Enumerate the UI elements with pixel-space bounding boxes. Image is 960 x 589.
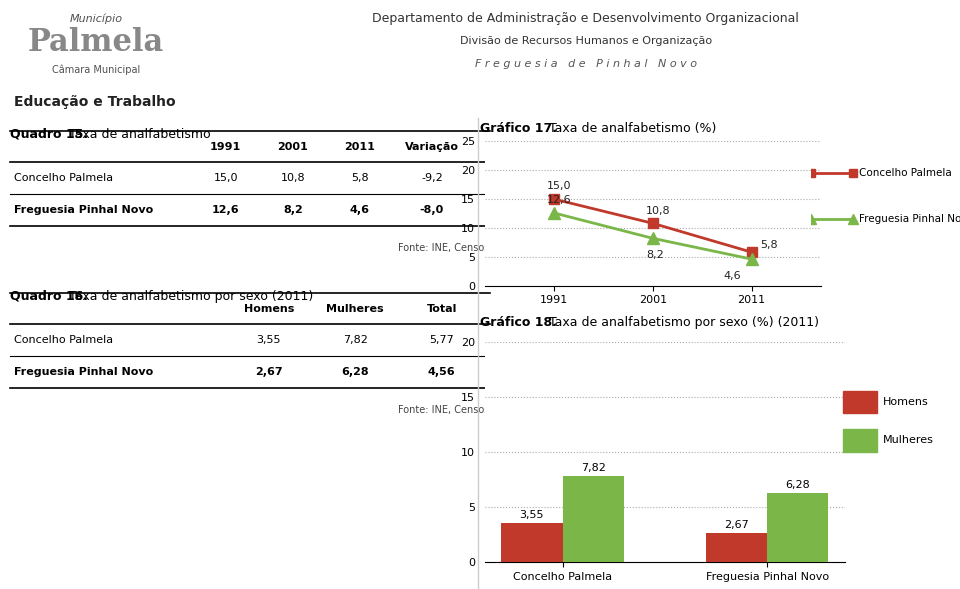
Text: Mulheres: Mulheres bbox=[326, 303, 384, 313]
Text: Freguesia Pinhal Novo: Freguesia Pinhal Novo bbox=[859, 214, 960, 224]
Text: Concelho Palmela: Concelho Palmela bbox=[14, 173, 113, 183]
Text: 7,82: 7,82 bbox=[581, 463, 606, 473]
Text: Câmara Municipal: Câmara Municipal bbox=[52, 65, 140, 75]
Text: Freguesia Pinhal Novo: Freguesia Pinhal Novo bbox=[14, 367, 154, 377]
Text: 12,6: 12,6 bbox=[547, 195, 571, 205]
Text: 15,0: 15,0 bbox=[547, 181, 571, 191]
Text: 3,55: 3,55 bbox=[519, 510, 544, 520]
Text: 7,82: 7,82 bbox=[343, 335, 368, 345]
Text: 8,2: 8,2 bbox=[283, 205, 302, 215]
Text: Freguesia Pinhal Novo: Freguesia Pinhal Novo bbox=[14, 205, 154, 215]
Text: Mulheres: Mulheres bbox=[883, 435, 934, 445]
Text: Variação: Variação bbox=[405, 141, 459, 151]
Text: Gráfico 18.: Gráfico 18. bbox=[480, 316, 557, 329]
Text: Palmela: Palmela bbox=[28, 27, 164, 58]
Text: -8,0: -8,0 bbox=[420, 205, 444, 215]
Text: 5,77: 5,77 bbox=[429, 335, 454, 345]
Text: 5,8: 5,8 bbox=[760, 240, 778, 250]
Bar bbox=[501, 523, 563, 562]
Text: Concelho Palmela: Concelho Palmela bbox=[14, 335, 113, 345]
Text: 4,6: 4,6 bbox=[724, 270, 741, 280]
Text: 2011: 2011 bbox=[345, 141, 375, 151]
Text: Taxa de analfabetismo por sexo (2011): Taxa de analfabetismo por sexo (2011) bbox=[64, 290, 313, 303]
Text: 4,56: 4,56 bbox=[428, 367, 455, 377]
Text: Taxa de analfabetismo: Taxa de analfabetismo bbox=[64, 128, 210, 141]
Text: Departamento de Administração e Desenvolvimento Organizacional: Departamento de Administração e Desenvol… bbox=[372, 12, 799, 25]
Text: Homens: Homens bbox=[244, 303, 294, 313]
Text: Quadro 15.: Quadro 15. bbox=[10, 128, 87, 141]
Text: 3,55: 3,55 bbox=[256, 335, 281, 345]
Text: Divisão de Recursos Humanos e Organização: Divisão de Recursos Humanos e Organizaçã… bbox=[460, 36, 711, 46]
Text: 1991: 1991 bbox=[210, 141, 241, 151]
Text: 10,8: 10,8 bbox=[280, 173, 305, 183]
Text: 8,2: 8,2 bbox=[646, 250, 663, 260]
Text: Educação e Trabalho: Educação e Trabalho bbox=[14, 95, 176, 108]
Text: 2001: 2001 bbox=[277, 141, 308, 151]
Text: 6,28: 6,28 bbox=[342, 367, 369, 377]
Text: 15,0: 15,0 bbox=[213, 173, 238, 183]
Bar bbox=[843, 391, 877, 413]
Text: Município: Município bbox=[69, 14, 123, 24]
Text: -9,2: -9,2 bbox=[421, 173, 443, 183]
Text: Taxa de analfabetismo (%): Taxa de analfabetismo (%) bbox=[544, 121, 716, 135]
Text: 2,67: 2,67 bbox=[255, 367, 282, 377]
Text: Quadro 16.: Quadro 16. bbox=[10, 290, 87, 303]
Text: 10,8: 10,8 bbox=[646, 206, 670, 216]
Text: Fonte: INE, Censos: Fonte: INE, Censos bbox=[398, 243, 490, 253]
Text: Gráfico 17.: Gráfico 17. bbox=[480, 121, 557, 135]
Text: 5,8: 5,8 bbox=[351, 173, 369, 183]
Bar bbox=[563, 476, 624, 562]
Text: Total: Total bbox=[426, 303, 457, 313]
Text: F r e g u e s i a   d e   P i n h a l   N o v o: F r e g u e s i a d e P i n h a l N o v … bbox=[474, 59, 697, 69]
Text: Homens: Homens bbox=[883, 397, 929, 407]
Text: Fonte: INE, Censos: Fonte: INE, Censos bbox=[398, 405, 490, 415]
Bar bbox=[843, 429, 877, 452]
Text: 4,6: 4,6 bbox=[350, 205, 370, 215]
Text: 12,6: 12,6 bbox=[212, 205, 239, 215]
Bar bbox=[767, 493, 828, 562]
Bar bbox=[706, 533, 767, 562]
Text: 6,28: 6,28 bbox=[785, 480, 810, 490]
Text: Taxa de analfabetismo por sexo (%) (2011): Taxa de analfabetismo por sexo (%) (2011… bbox=[544, 316, 819, 329]
Text: 2,67: 2,67 bbox=[724, 519, 749, 530]
Text: Concelho Palmela: Concelho Palmela bbox=[859, 168, 951, 178]
